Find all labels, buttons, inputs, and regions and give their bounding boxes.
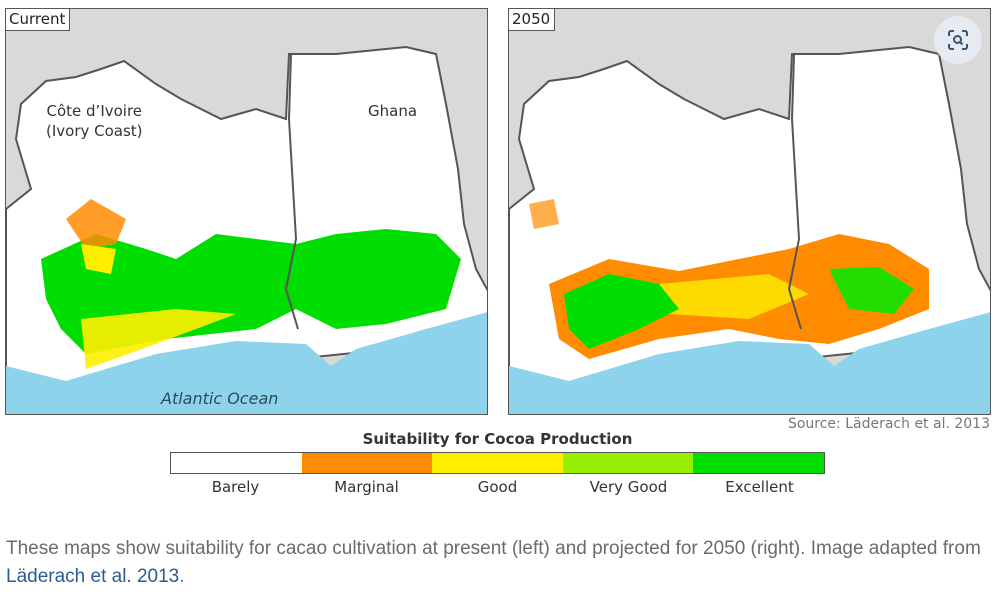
suitability-orange — [66, 199, 126, 249]
suitability-green-east — [829, 267, 914, 314]
ocean — [6, 312, 487, 414]
ocean — [509, 312, 990, 414]
legend-swatch-excellent — [693, 453, 824, 473]
legend-swatch-barely — [171, 453, 302, 473]
border — [787, 53, 802, 330]
suitability-yellow — [659, 274, 809, 319]
country-label-ghana: Ghana — [368, 102, 418, 120]
suitability-yellow — [81, 244, 116, 274]
legend-swatch-marginal — [301, 453, 433, 473]
caption-text: These maps show suitability for cacao cu… — [6, 538, 981, 559]
visual-search-icon — [948, 30, 968, 50]
map-label: Current — [6, 9, 71, 31]
suitability-green-west — [564, 274, 679, 349]
suitability-west-edge — [529, 199, 559, 229]
source-credit: Source: Läderach et al. 2013 — [787, 416, 990, 432]
legend-swatch-good — [432, 453, 563, 473]
legend-title: Suitability for Cocoa Production — [362, 430, 633, 448]
map-2050: 2050 — [508, 8, 991, 415]
suitability-yellow-coast — [81, 309, 236, 369]
legend-label: Very Good — [589, 478, 668, 496]
map-current: Current Côte d’Ivoire (Ivory Coast) Ghan… — [5, 8, 488, 415]
ocean-label: Atlantic Ocean — [161, 389, 279, 408]
legend-bar — [170, 452, 825, 474]
legend-label: Marginal — [334, 478, 399, 496]
country-label-ivory-coast: Côte d’Ivoire (Ivory Coast) — [46, 102, 143, 140]
border — [284, 53, 299, 330]
legend-labels: Barely Marginal Good Very Good Excellent — [170, 478, 825, 496]
map-label: 2050 — [509, 9, 556, 31]
figure-caption: These maps show suitability for cacao cu… — [6, 535, 995, 591]
caption-end: . — [179, 566, 185, 587]
map-2050-graphic — [509, 45, 990, 414]
caption-source-link[interactable]: Läderach et al. 2013 — [6, 566, 180, 587]
visual-search-button[interactable] — [934, 16, 982, 64]
legend-swatch-very-good — [562, 453, 694, 473]
map-current-graphic — [6, 45, 487, 414]
legend-label: Barely — [211, 478, 260, 496]
legend-label: Excellent — [725, 478, 794, 496]
legend-label: Good — [477, 478, 518, 496]
